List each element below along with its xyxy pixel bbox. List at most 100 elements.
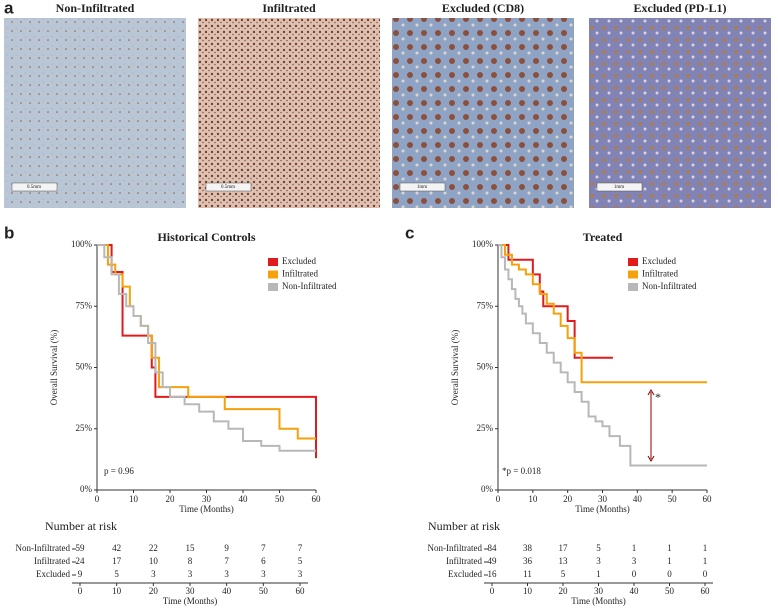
risk-title: Number at risk [45,519,117,533]
x-tick-label: 60 [703,494,713,504]
risk-count: 7 [224,556,229,566]
x-tick-label: 30 [202,494,212,504]
risk-x-label: Time (Months) [163,596,217,606]
survival-curve [498,244,707,384]
histology-image [4,18,186,208]
x-tick-label: 30 [598,494,608,504]
risk-count: 1 [632,543,637,553]
risk-count: 10 [149,556,159,566]
survival-curve [498,244,707,467]
y-tick-label: 100% [472,239,494,249]
legend-label: Infiltrated [282,269,318,279]
scale-bar [399,182,446,192]
scale-bar [205,182,252,192]
legend-label: Excluded [282,256,316,266]
risk-count: 3 [261,569,266,579]
risk-row-label: Excluded [36,569,70,579]
risk-x-tick-label: 30 [186,586,196,596]
annotation: *p = 0.018 [502,466,541,476]
legend-swatch [628,283,638,291]
risk-count: 59 [76,543,86,553]
x-axis-label: Time (Months) [179,504,233,514]
risk-count: 1 [703,556,708,566]
risk-count: 9 [78,569,83,579]
y-tick-label: 25% [477,423,494,433]
histology-image [198,18,380,208]
risk-x-tick-label: 0 [490,586,495,596]
risk-count: 49 [488,556,498,566]
risk-count: 17 [112,556,122,566]
panel-label: a [4,0,14,17]
risk-count: 3 [298,569,303,579]
x-tick-label: 20 [166,494,176,504]
risk-x-tick-label: 40 [630,586,640,596]
risk-x-tick-label: 50 [259,586,269,596]
risk-count: 1 [667,556,672,566]
risk-count: 6 [261,556,266,566]
scale-label: 0.5mm [27,185,41,190]
risk-count: 36 [523,556,533,566]
image-caption: Excluded (PD-L1) [634,1,727,15]
risk-x-tick-label: 40 [222,586,232,596]
risk-count: 11 [523,569,532,579]
y-tick-label: 50% [76,362,93,372]
y-tick-label: 0% [80,484,93,494]
x-tick-label: 10 [528,494,538,504]
scale-label: 1mm [614,185,624,190]
risk-count: 24 [76,556,86,566]
y-tick-label: 75% [477,300,494,310]
scale-bar [11,182,58,192]
legend-swatch [628,258,638,266]
risk-count: 42 [112,543,121,553]
risk-count: 5 [561,569,566,579]
y-tick-label: 100% [71,239,93,249]
y-tick-label: 0% [481,484,494,494]
histology-image [392,18,574,208]
x-axis-label: Time (Months) [575,504,629,514]
risk-count: 7 [298,543,303,553]
risk-count: 16 [488,569,498,579]
risk-count: 17 [559,543,569,553]
risk-row-label: Excluded [448,569,482,579]
legend-swatch [628,270,638,279]
risk-count: 38 [523,543,533,553]
image-caption: Excluded (CD8) [442,1,524,15]
risk-row-label: Infiltrated [446,556,482,566]
risk-x-tick-label: 60 [296,586,306,596]
annotation: p = 0.96 [104,466,134,476]
risk-count: 1 [703,543,708,553]
risk-count: 3 [224,569,229,579]
risk-row-label: Non-Infiltrated [428,543,483,553]
risk-count: 22 [149,543,158,553]
risk-count: 7 [261,543,266,553]
risk-count: 5 [596,543,601,553]
risk-count: 3 [188,569,193,579]
risk-count: 13 [559,556,569,566]
image-panel: a Non-Infiltrated 0.5mm Infiltrated 0.5mm Exc… [4,0,771,208]
risk-x-tick-label: 20 [559,586,569,596]
scale-label: 0.5mm [221,185,235,190]
risk-count: 5 [298,556,303,566]
risk-row-label: Infiltrated [34,556,70,566]
x-tick-label: 50 [275,494,285,504]
risk-x-tick-label: 60 [701,586,711,596]
legend-label: Excluded [642,256,676,266]
risk-x-tick-label: 20 [149,586,159,596]
risk-count: 15 [186,543,196,553]
survival-curve [498,244,613,359]
y-tick-label: 25% [76,423,93,433]
legend-swatch [268,270,278,279]
risk-x-tick-label: 0 [78,586,83,596]
risk-count: 0 [667,569,672,579]
significance-marker: * [655,390,661,404]
x-tick-label: 60 [312,494,322,504]
risk-count: 1 [667,543,672,553]
x-tick-label: 0 [95,494,100,504]
image-caption: Infiltrated [262,1,316,15]
x-tick-label: 20 [563,494,573,504]
histology-image [589,18,771,208]
risk-count: 5 [114,569,119,579]
panel-label: c [405,223,414,242]
